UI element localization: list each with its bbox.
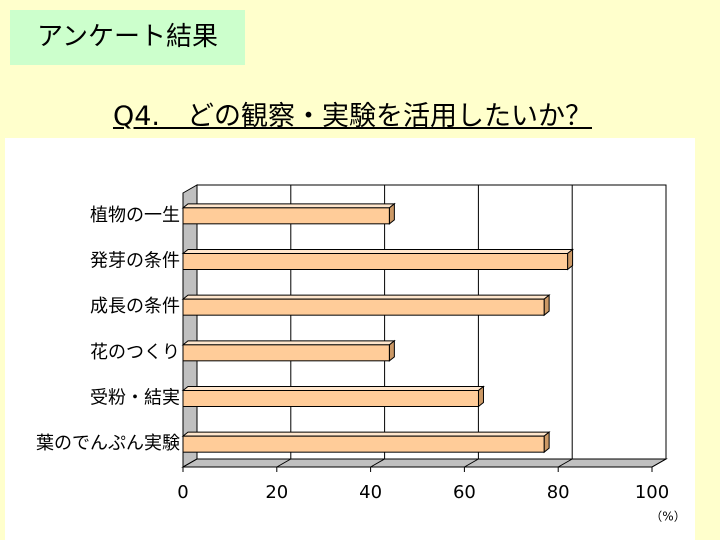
x-axis-label: （%） xyxy=(650,510,685,524)
bar-top xyxy=(181,203,396,209)
x-tick-label: 60 xyxy=(453,482,476,503)
bar-side xyxy=(388,202,395,225)
y-tick-label: 成長の条件 xyxy=(90,296,180,317)
floor-grid-line xyxy=(182,458,198,468)
bar xyxy=(182,344,390,362)
bar xyxy=(182,298,545,316)
floor-grid-line xyxy=(651,458,667,468)
floor xyxy=(181,458,668,468)
floor-grid-line xyxy=(557,458,573,468)
x-tick-label: 0 xyxy=(177,482,188,503)
slide-label: アンケート結果 xyxy=(10,10,245,65)
x-tick-label: 80 xyxy=(547,482,570,503)
y-tick-label: 発芽の条件 xyxy=(90,251,180,272)
x-tick-label: 20 xyxy=(265,482,288,503)
y-tick-label: 受粉・結実 xyxy=(90,388,180,409)
side-wall xyxy=(182,184,198,468)
bar xyxy=(182,207,390,225)
x-tick-label: 40 xyxy=(359,482,382,503)
bar-side xyxy=(543,431,550,454)
bar-top xyxy=(181,386,485,391)
bar-side xyxy=(477,385,484,408)
bar-side xyxy=(388,339,395,362)
bar-side xyxy=(567,248,574,271)
x-tick-label: 100 xyxy=(635,482,669,503)
floor-grid-line xyxy=(370,458,385,468)
bar-top xyxy=(181,340,396,346)
bar xyxy=(182,390,479,407)
bar xyxy=(182,253,569,270)
y-tick-label: 葉のでんぷん実験 xyxy=(36,433,180,454)
y-tick-label: 植物の一生 xyxy=(90,205,180,226)
chart-title: Q4. どの観察・実験を活用したいか？ xyxy=(112,101,592,132)
back-wall xyxy=(196,184,667,460)
floor-grid-line xyxy=(276,458,292,468)
floor-grid-line xyxy=(464,458,479,468)
bar-top xyxy=(181,294,551,300)
bar-side xyxy=(543,294,550,317)
y-tick-label: 花のつくり xyxy=(90,342,180,363)
bar-top xyxy=(181,431,551,437)
bar-top xyxy=(181,249,575,254)
bar xyxy=(182,435,545,453)
